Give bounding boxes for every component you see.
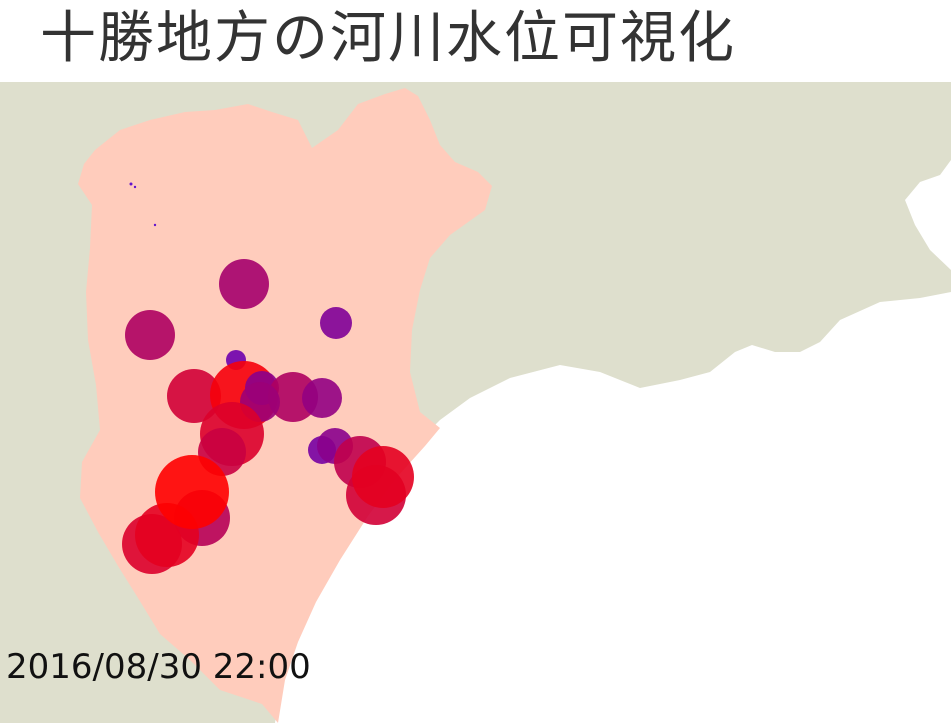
station-marker[interactable] xyxy=(125,310,175,360)
station-marker[interactable] xyxy=(219,259,269,309)
sea-main xyxy=(275,292,951,723)
station-marker[interactable] xyxy=(133,185,137,189)
station-marker[interactable] xyxy=(155,455,229,529)
station-marker[interactable] xyxy=(352,446,414,508)
map[interactable] xyxy=(0,82,951,723)
stations xyxy=(122,182,414,574)
sea xyxy=(905,160,951,270)
map-canvas[interactable] xyxy=(0,82,951,723)
station-marker[interactable] xyxy=(302,378,342,418)
station-marker[interactable] xyxy=(320,307,352,339)
station-marker[interactable] xyxy=(129,182,133,186)
station-marker[interactable] xyxy=(268,372,318,422)
station-marker[interactable] xyxy=(153,223,157,227)
timestamp: 2016/08/30 22:00 xyxy=(6,647,311,687)
station-marker[interactable] xyxy=(167,369,221,423)
page-title: 十勝地方の河川水位可視化 xyxy=(40,6,736,71)
